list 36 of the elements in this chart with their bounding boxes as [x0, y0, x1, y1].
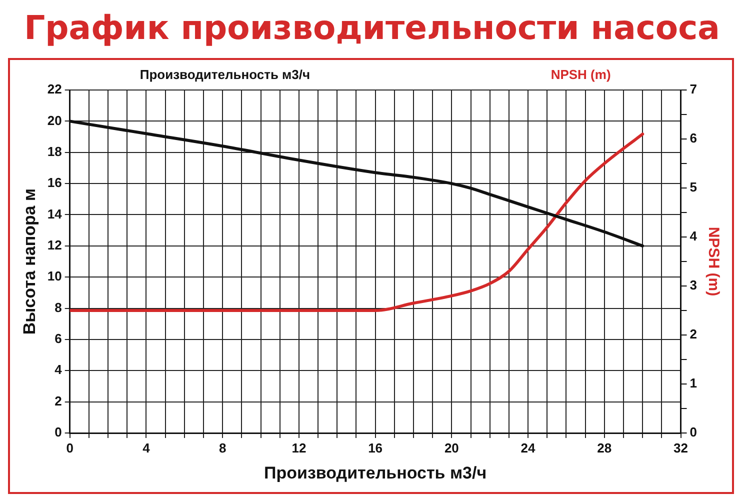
- y2-tick-label: 4: [690, 228, 698, 244]
- text: NPSH (m): [550, 67, 611, 82]
- y2-tick-label: 3: [690, 278, 698, 293]
- text: Производительность м3/ч: [140, 67, 310, 82]
- y2-tick-label: 7: [690, 82, 698, 97]
- x-tick-label: 4: [142, 440, 151, 456]
- x-tick-label: 28: [597, 440, 612, 456]
- y-tick-label: 4: [54, 362, 63, 378]
- y-tick-label: 6: [54, 331, 62, 346]
- x-axis-title: Производительность м3/ч: [264, 463, 487, 482]
- x-tick-label: 20: [444, 440, 459, 456]
- x-tick-label: 0: [66, 440, 74, 456]
- x-tick-label: 32: [674, 440, 688, 456]
- y-tick-label: 16: [47, 175, 62, 190]
- y-tick-label: 8: [54, 300, 62, 315]
- y-tick-label: 0: [54, 424, 62, 440]
- y-tick-label: 12: [47, 237, 62, 252]
- y-axis-title: Высота напора м: [20, 188, 39, 335]
- y-tick-label: 2: [54, 393, 62, 408]
- x-tick-label: 24: [520, 440, 536, 456]
- y2-tick-label: 6: [690, 130, 698, 146]
- y-tick-label: 20: [47, 112, 62, 128]
- y-tick-label: 10: [47, 268, 62, 284]
- y2-tick-label: 0: [690, 424, 698, 440]
- y2-tick-label: 1: [690, 376, 698, 391]
- y2-tick-label: 5: [690, 180, 698, 195]
- y2-axis-title: NPSH (m): [704, 226, 722, 296]
- x-tick-label: 12: [292, 440, 306, 456]
- y-tick-label: 22: [47, 82, 62, 97]
- y-tick-label: 18: [47, 144, 62, 159]
- line-series: [70, 132, 644, 312]
- y-tick-label: 14: [47, 206, 63, 222]
- x-tick-label: 8: [218, 440, 226, 456]
- x-tick-label: 16: [368, 440, 383, 456]
- y2-tick-label: 2: [690, 326, 698, 342]
- chart-title: График производительности насоса: [23, 7, 721, 49]
